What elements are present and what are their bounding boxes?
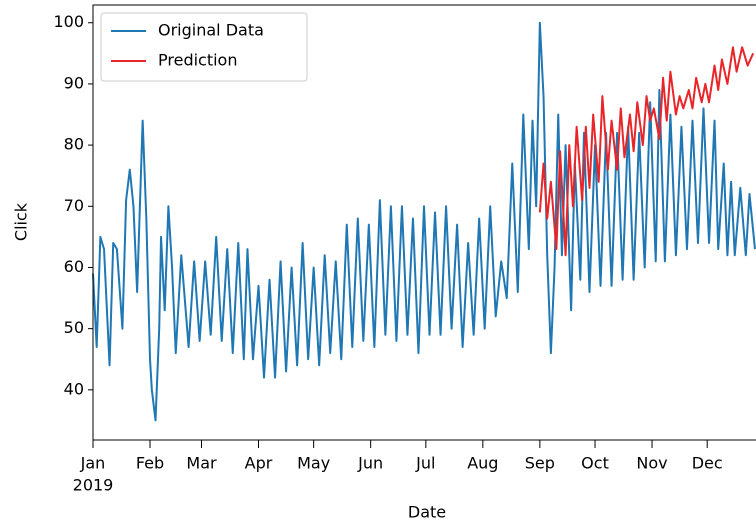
legend-label: Prediction <box>158 51 237 70</box>
x-tick-label: Aug <box>467 454 498 473</box>
x-axis-label: Date <box>408 503 446 522</box>
legend: Original Data Prediction <box>100 12 308 82</box>
x-tick-label: Jan <box>80 454 106 473</box>
series-line <box>538 46 755 257</box>
x-tick-label: Feb <box>136 454 164 473</box>
y-tick-label: 90 <box>64 73 84 92</box>
x-tick-label: Sep <box>525 454 555 473</box>
year-label: 2019 <box>73 476 114 495</box>
plot-frame <box>92 4 756 441</box>
y-tick-label: 40 <box>64 379 84 398</box>
y-tick-label: 60 <box>64 257 84 276</box>
x-tick-label: Nov <box>636 454 667 473</box>
x-tick-label: Oct <box>581 454 609 473</box>
x-tick-label: Apr <box>245 454 273 473</box>
x-tick-label: May <box>297 454 330 473</box>
y-tick-label: 70 <box>64 196 84 215</box>
y-axis-label: Click <box>12 202 31 241</box>
x-tick-label: Jun <box>357 454 383 473</box>
x-tick-label: Dec <box>692 454 723 473</box>
legend-box <box>100 12 308 82</box>
series-line <box>92 21 756 422</box>
x-tick-label: Mar <box>186 454 217 473</box>
y-tick-label: 80 <box>64 135 84 154</box>
legend-label: Original Data <box>158 21 264 40</box>
y-tick-label: 100 <box>53 12 84 31</box>
y-tick-label: 50 <box>64 318 84 337</box>
x-tick-label: Jul <box>415 454 435 473</box>
